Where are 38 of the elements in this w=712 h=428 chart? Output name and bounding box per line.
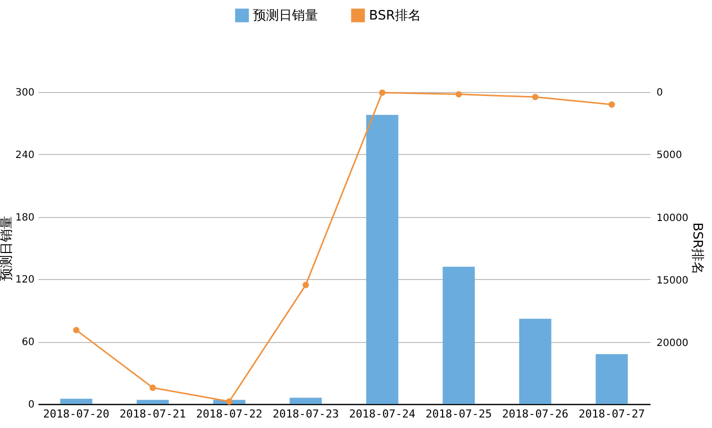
y2-tick-label: 0 bbox=[656, 88, 663, 98]
bar bbox=[596, 354, 628, 404]
point bbox=[302, 282, 309, 288]
bar bbox=[136, 400, 169, 404]
point bbox=[608, 101, 615, 108]
point bbox=[226, 398, 232, 405]
bar bbox=[60, 398, 92, 404]
y2-tick-label: 5000 bbox=[656, 150, 682, 162]
x-tick-label: 2018-07-26 bbox=[502, 408, 568, 420]
y2-axis-title: BSR排名 bbox=[689, 222, 704, 274]
legend-label: 预测日销量 bbox=[253, 8, 318, 24]
y-tick-label: 0 bbox=[28, 400, 34, 410]
y-tick-label: 300 bbox=[15, 88, 34, 98]
y2-tick-label: 15000 bbox=[656, 275, 688, 286]
x-tick-label: 2018-07-24 bbox=[349, 408, 416, 420]
bar bbox=[290, 398, 322, 404]
y-axis-title: 预测日销量 bbox=[0, 216, 14, 281]
bar bbox=[442, 266, 475, 404]
x-tick-label: 2018-07-27 bbox=[578, 408, 645, 420]
y-tick-label: 120 bbox=[15, 274, 34, 286]
bar bbox=[519, 318, 552, 404]
bar bbox=[366, 114, 398, 404]
y-tick-label: 60 bbox=[22, 337, 34, 348]
x-tick-label: 2018-07-21 bbox=[120, 408, 186, 420]
point bbox=[532, 94, 538, 100]
x-tick-label: 2018-07-22 bbox=[196, 408, 262, 420]
x-tick-label: 2018-07-20 bbox=[43, 408, 110, 420]
y-tick-label: 180 bbox=[15, 212, 34, 224]
y-tick-label: 240 bbox=[15, 150, 34, 161]
point bbox=[379, 89, 386, 96]
x-tick-label: 2018-07-23 bbox=[272, 408, 339, 420]
point bbox=[456, 91, 462, 98]
point bbox=[73, 326, 80, 334]
y2-tick-label: 20000 bbox=[656, 338, 688, 350]
legend-label: BSR排名 bbox=[369, 8, 421, 24]
y2-tick-label: 10000 bbox=[656, 212, 688, 224]
point bbox=[150, 384, 156, 391]
x-tick-label: 2018-07-25 bbox=[426, 408, 492, 420]
